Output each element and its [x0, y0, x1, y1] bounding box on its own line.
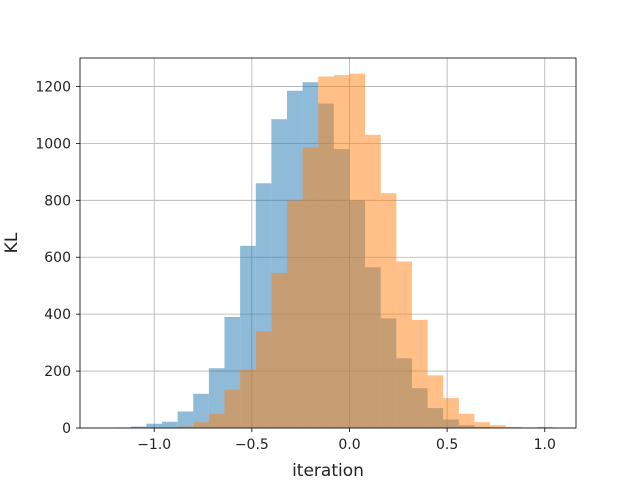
y-tick-label: 400 — [44, 307, 71, 323]
histogram-bar-series-2 — [536, 426, 553, 428]
histogram-bar-series-2 — [443, 398, 459, 428]
y-tick-label: 0 — [62, 421, 71, 437]
histogram-bar-series-2 — [193, 422, 209, 428]
y-axis-label: KL — [2, 232, 22, 253]
y-tick-label: 1000 — [35, 136, 71, 152]
x-tick-label: −1.0 — [137, 437, 171, 453]
histogram-bar-series-2 — [271, 272, 287, 428]
y-tick-label: 600 — [44, 250, 71, 266]
histogram-bar-series-2 — [302, 147, 319, 428]
histogram-bar-series-2 — [427, 375, 444, 428]
histogram-bar-series-2 — [380, 193, 397, 428]
histogram-bar-series-1 — [162, 421, 178, 428]
histogram-bar-series-2 — [208, 413, 225, 428]
histogram-bar-series-2 — [333, 75, 350, 429]
histogram-bar-series-2 — [396, 261, 412, 428]
x-tick-label: 0.5 — [436, 437, 458, 453]
x-axis-label: iteration — [292, 461, 364, 480]
histogram-bar-series-2 — [224, 389, 241, 428]
histogram-bar-series-2 — [255, 331, 272, 428]
histogram-bar-series-2 — [474, 422, 491, 428]
histogram-bar-series-2 — [286, 200, 303, 428]
histogram-bar-series-1 — [146, 423, 163, 428]
histogram-bar-series-2 — [177, 426, 194, 428]
histogram-bars — [115, 73, 553, 429]
histogram-bar-series-1 — [177, 411, 194, 428]
histogram-bar-series-2 — [505, 426, 522, 428]
histogram-bar-series-2 — [490, 425, 506, 428]
y-tick-label: 1200 — [35, 79, 71, 95]
histogram-bar-series-1 — [193, 393, 209, 428]
histogram-bar-series-1 — [130, 426, 147, 428]
histogram-bar-series-1 — [208, 368, 225, 428]
histogram-bar-series-2 — [411, 319, 428, 428]
x-tick-label: −0.5 — [235, 437, 269, 453]
axis-ticks: −1.0 −0.5 0.0 0.5 1.0 0 200 400 600 800 1000 1200 — [35, 79, 556, 453]
histogram-bar-series-2 — [458, 413, 475, 428]
histogram-bar-series-2 — [349, 73, 366, 429]
x-tick-label: 1.0 — [534, 437, 556, 453]
x-tick-label: 0.0 — [338, 437, 360, 453]
y-tick-label: 200 — [44, 364, 71, 380]
histogram-bar-series-2 — [365, 134, 381, 428]
histogram-bar-series-2 — [240, 369, 256, 428]
histogram-bar-series-2 — [318, 76, 334, 428]
y-tick-label: 800 — [44, 193, 71, 209]
plot-frame — [79, 57, 577, 429]
